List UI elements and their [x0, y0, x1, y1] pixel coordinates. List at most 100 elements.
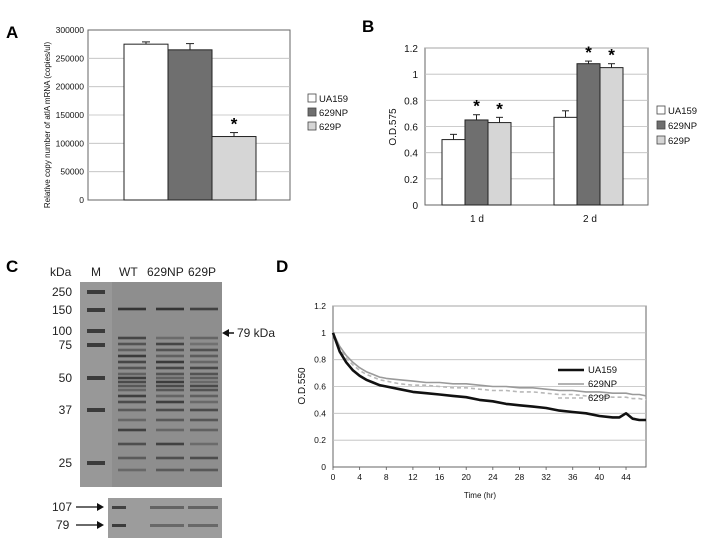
gel-sample-band [156, 418, 184, 422]
chart-d-x-tick-label: 0 [331, 472, 336, 482]
panel-label-b: B [362, 17, 374, 36]
gel-marker-label: 50 [59, 371, 73, 385]
gel-sample-band [156, 394, 184, 398]
gel-sample-band [156, 408, 184, 412]
gel-sample-band [190, 388, 218, 392]
gel-sample-band [118, 456, 146, 460]
gel-inset-band-107 [112, 506, 126, 509]
chart-d-legend-label: UA159 [588, 365, 617, 376]
gel-sample-band [156, 336, 184, 340]
gel-sample-band [190, 442, 218, 446]
gel-sample-band [118, 384, 146, 388]
gel-inset-label-79: 79 [56, 518, 70, 532]
gel-sample-band [118, 348, 146, 352]
gel-sample-band [190, 394, 218, 398]
gel-sample-band [156, 366, 184, 370]
chart-d-line-ua159 [331, 332, 646, 422]
gel-marker-band [87, 290, 105, 294]
gel-sample-band [190, 372, 218, 376]
gel-sample-band [156, 348, 184, 352]
gel-sample-band [118, 336, 146, 340]
gel-sample-band [156, 372, 184, 376]
chart-a-bar [123, 43, 169, 201]
gel-inset-arrow-107 [76, 503, 104, 511]
gel-sample-band [190, 366, 218, 370]
gel-sample-band [190, 400, 218, 404]
gel-sample-band [118, 307, 146, 311]
gel-sample-band [156, 388, 184, 392]
chart-a-y-tick-label: 300000 [56, 25, 85, 35]
gel-marker-band [87, 461, 105, 465]
gel-sample-band [118, 342, 146, 346]
chart-a-y-tick-label: 100000 [56, 138, 85, 148]
gel-annotation: 79 kDa [222, 326, 275, 340]
chart-b-y-tick-label: 0.6 [404, 123, 418, 134]
chart-b-bar [487, 122, 512, 206]
gel-lane-wt: WT [119, 265, 138, 279]
gel-marker-label: 37 [59, 403, 73, 417]
chart-b-y-ticks: 0 0.2 0.4 0.6 0.8 1 1.2 [404, 44, 418, 212]
gel-sample-band [190, 360, 218, 364]
chart-b-legend-swatch [656, 120, 666, 130]
chart-b-y-tick-label: 0.2 [404, 175, 418, 186]
gel-lane-629p: 629P [188, 265, 216, 279]
chart-a-legend-label: 629NP [319, 108, 348, 119]
chart-a-legend-swatch [307, 121, 317, 131]
gel-sample-band [156, 380, 184, 384]
chart-b-ylabel: O.D.575 [388, 108, 399, 146]
gel-sample-band [118, 380, 146, 384]
gel-sample-band [118, 394, 146, 398]
gel-inset-bands [112, 506, 218, 527]
chart-d-x-tick-label: 36 [568, 472, 578, 482]
gel-sample-band [118, 400, 146, 404]
chart-d-y-tick-label: 1 [321, 328, 326, 338]
gel-sample-band [190, 342, 218, 346]
panel-label-d: D [276, 257, 288, 276]
gel-marker-band [87, 376, 105, 380]
chart-d-lines [331, 332, 647, 422]
chart-d-legend-label: 629P [588, 393, 610, 404]
gel-annotation-arrowhead [222, 329, 229, 337]
gel-sample-band [156, 428, 184, 432]
chart-d-y-tick-label: 0.4 [314, 408, 326, 418]
panel-label-a: A [6, 23, 18, 42]
gel-inset-band-107 [150, 506, 184, 509]
gel-sample-band [118, 388, 146, 392]
panel-label-c: C [6, 257, 18, 276]
gel-marker-label: 250 [52, 285, 72, 299]
gel-sample-band [190, 468, 218, 472]
gel-sample-band [190, 354, 218, 358]
gel-marker-label: 25 [59, 456, 73, 470]
gel-sample-band [190, 408, 218, 412]
chart-d-x-tick-label: 40 [595, 472, 605, 482]
gel-inset-arrow-79 [76, 521, 104, 529]
chart-d-x-tick-label: 8 [384, 472, 389, 482]
chart-d: 00.20.40.60.811.2 0 4 8 12 16 20 24 28 32 36 40 44 … [297, 301, 647, 500]
chart-d-x-tick-label: 44 [621, 472, 631, 482]
gel-inset-label-107: 107 [52, 500, 72, 514]
gel-marker-label: 150 [52, 303, 72, 317]
gel-sample-band [190, 376, 218, 380]
gel-sample-band [118, 408, 146, 412]
chart-b-significance-star: * [496, 99, 503, 118]
chart-a-legend-swatch [307, 93, 317, 103]
chart-b-bar [441, 139, 466, 206]
gel-sample-band [118, 468, 146, 472]
gel-marker-band [87, 408, 105, 412]
gel-sample-band [190, 428, 218, 432]
chart-d-y-ticks: 0 0.2 0.4 0.6 0.8 1 1.2 [314, 301, 326, 472]
chart-b-x-tick-label: 1 d [470, 214, 484, 225]
gel-marker-band [87, 343, 105, 347]
chart-a-y-tick-label: 50000 [60, 167, 84, 177]
gel-marker-label: 100 [52, 324, 72, 338]
gel-unit-label: kDa [50, 265, 72, 279]
gel-sample-band [118, 442, 146, 446]
chart-b-bar [599, 67, 624, 206]
chart-d-line-629p [332, 332, 647, 401]
gel-sample-band [118, 418, 146, 422]
chart-d-x-tick-label: 4 [357, 472, 362, 482]
gel-marker-band [87, 308, 105, 312]
chart-d-x-tick-label: 20 [461, 472, 471, 482]
